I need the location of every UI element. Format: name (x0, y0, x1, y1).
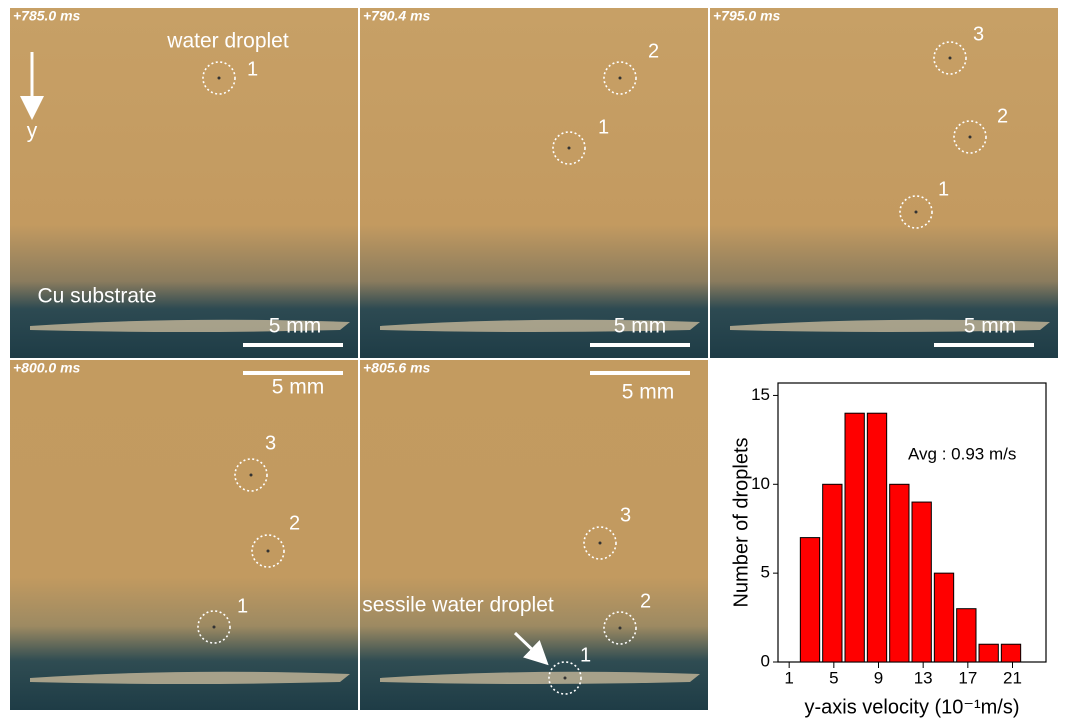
droplet (563, 676, 567, 680)
timestamp: +805.6 ms (363, 360, 431, 376)
x-tick-label: 21 (1003, 668, 1022, 687)
droplet-label: 1 (580, 644, 591, 666)
x-tick-label: 9 (874, 668, 883, 687)
droplet-label: 2 (648, 40, 659, 62)
bar (978, 643, 999, 663)
annotation: Avg : 0.93 m/s (908, 444, 1016, 463)
annotation: sessile water droplet (362, 594, 554, 617)
droplet (948, 56, 952, 60)
droplet (968, 135, 972, 139)
photo (10, 8, 358, 358)
droplet-circle (603, 611, 637, 645)
droplet-circle (548, 661, 582, 695)
x-tick-label: 17 (958, 668, 977, 687)
substrate (30, 319, 350, 332)
scale-bar (590, 371, 690, 375)
timestamp: +790.4 ms (363, 8, 431, 24)
y-tick-label: 5 (761, 563, 770, 582)
bar (844, 412, 865, 663)
bar (1000, 643, 1022, 663)
y-axis-label: Number of droplets (730, 437, 752, 607)
droplet-circle (202, 61, 236, 95)
photo (360, 8, 708, 358)
droplet (618, 76, 622, 80)
droplet (266, 549, 270, 553)
scale-label: 5 mm (964, 315, 1017, 338)
droplet-circle (583, 526, 617, 560)
bar (933, 572, 955, 663)
photo (710, 8, 1058, 358)
substrate (730, 319, 1050, 332)
arrow (513, 631, 549, 666)
droplet (249, 473, 253, 477)
droplet-label: 2 (640, 590, 651, 612)
droplet-circle (603, 61, 637, 95)
droplet-circle (197, 610, 231, 644)
substrate (30, 671, 350, 684)
annotation: y (27, 120, 38, 143)
droplet-label: 3 (265, 432, 276, 454)
scale-bar (934, 343, 1034, 347)
y-tick-label: 15 (751, 385, 770, 404)
timestamp: +785.0 ms (13, 8, 81, 24)
droplet-label: 2 (289, 512, 300, 534)
droplet-label: 1 (938, 178, 949, 200)
droplet-circle (899, 195, 933, 229)
droplet (217, 76, 221, 80)
bar (822, 483, 843, 663)
droplet-circle (552, 131, 586, 165)
droplet-label: 1 (247, 58, 258, 80)
bar (799, 537, 821, 663)
scale-label: 5 mm (269, 315, 322, 338)
x-tick-label: 1 (784, 668, 793, 687)
bar (911, 501, 932, 663)
bar (866, 412, 888, 663)
droplet-label: 3 (620, 504, 631, 526)
droplet (914, 210, 918, 214)
scale-bar (243, 371, 343, 375)
annotation: water droplet (166, 30, 289, 53)
droplet-circle (234, 458, 268, 492)
scale-label: 5 mm (272, 376, 325, 399)
x-axis-label: y-axis velocity (10⁻¹m/s) (804, 696, 1019, 718)
droplet-label: 1 (237, 595, 248, 617)
droplet-circle (933, 41, 967, 75)
scale-label: 5 mm (622, 381, 675, 404)
annotation: Cu substrate (37, 285, 156, 308)
droplet-circle (953, 120, 987, 154)
scale-bar (590, 343, 690, 347)
droplet-circle (251, 534, 285, 568)
bar (889, 483, 910, 663)
photo (10, 360, 358, 710)
droplet-label: 1 (598, 116, 609, 138)
photo (360, 360, 708, 710)
y-tick-label: 10 (751, 474, 770, 493)
timestamp: +795.0 ms (713, 8, 781, 24)
substrate (380, 319, 700, 332)
droplet (598, 541, 602, 545)
y-tick-label: 0 (761, 651, 770, 670)
droplet (212, 625, 216, 629)
droplet (618, 626, 622, 630)
droplet-label: 2 (997, 105, 1008, 127)
x-tick-label: 13 (914, 668, 933, 687)
timestamp: +800.0 ms (13, 360, 81, 376)
scale-bar (243, 343, 343, 347)
droplet (567, 146, 571, 150)
substrate (380, 671, 700, 684)
bar (956, 608, 977, 663)
x-tick-label: 5 (829, 668, 838, 687)
scale-label: 5 mm (614, 315, 667, 338)
droplet-label: 3 (973, 23, 984, 45)
